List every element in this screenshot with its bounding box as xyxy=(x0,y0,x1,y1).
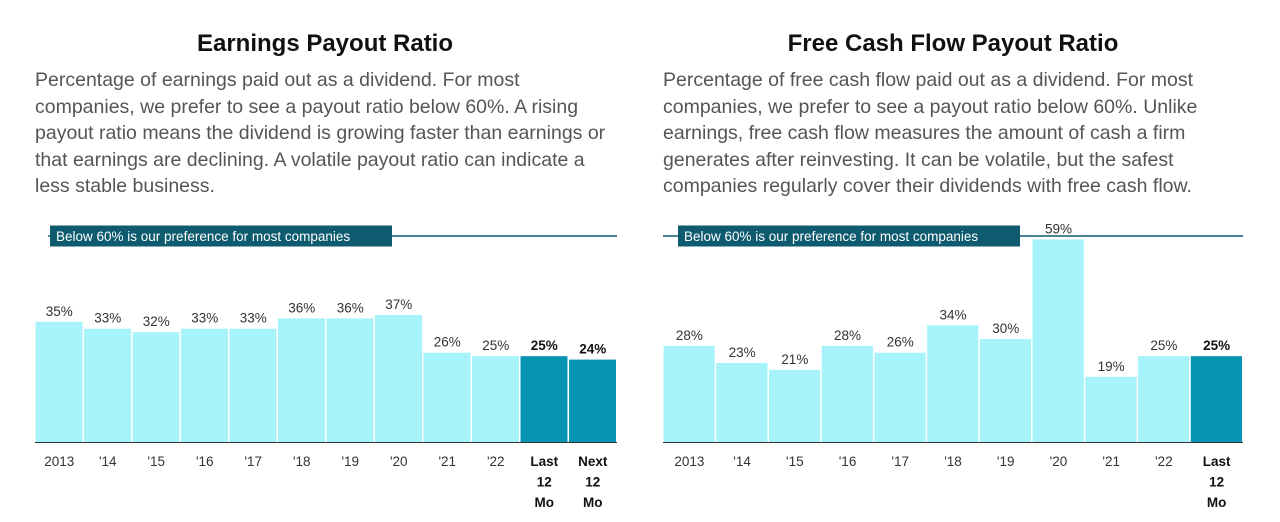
x-tick-label: 2013 xyxy=(674,454,704,469)
x-tick-label: '18 xyxy=(293,454,311,469)
value-label: 33% xyxy=(94,311,121,326)
value-label: 25% xyxy=(482,338,509,353)
value-label: 59% xyxy=(1045,221,1072,236)
x-tick-label: '21 xyxy=(438,454,456,469)
bar xyxy=(84,328,131,442)
x-tick-label: '15 xyxy=(786,454,804,469)
x-tick-label: 12 xyxy=(537,475,552,490)
x-tick-label: Last xyxy=(530,454,558,469)
bar xyxy=(1190,356,1242,442)
value-label: 24% xyxy=(579,342,606,357)
reference-label-box xyxy=(50,225,392,247)
x-tick-label: Mo xyxy=(583,495,603,510)
bar xyxy=(278,318,325,442)
value-label: 25% xyxy=(531,338,558,353)
value-label: 37% xyxy=(385,297,412,312)
x-tick-label: 12 xyxy=(1209,475,1224,490)
x-tick-label: '18 xyxy=(944,454,962,469)
reference-label: Below 60% is our preference for most com… xyxy=(684,229,978,244)
x-tick-label: Last xyxy=(1203,454,1231,469)
x-tick-label: '20 xyxy=(1050,454,1068,469)
x-tick-label: '17 xyxy=(891,454,909,469)
value-label: 26% xyxy=(887,335,914,350)
chart-title: Free Cash Flow Payout Ratio xyxy=(787,30,1119,57)
x-tick-label: '14 xyxy=(733,454,751,469)
value-label: 21% xyxy=(781,352,808,367)
bar xyxy=(716,363,768,442)
chart-description: Percentage of earnings paid out as a div… xyxy=(35,69,606,197)
value-label: 33% xyxy=(240,311,267,326)
x-tick-label: Mo xyxy=(535,495,555,510)
bar xyxy=(927,325,979,442)
bar xyxy=(181,328,228,442)
reference-label-box xyxy=(678,225,1020,247)
bar xyxy=(326,318,374,442)
x-tick-label: 2013 xyxy=(44,454,74,469)
value-label: 36% xyxy=(337,300,364,315)
bar xyxy=(663,345,715,442)
value-label: 23% xyxy=(729,345,756,360)
value-label: 35% xyxy=(46,304,73,319)
bar xyxy=(472,356,519,442)
chart-title: Earnings Payout Ratio xyxy=(196,30,454,57)
value-label: 34% xyxy=(939,307,966,322)
value-label: 26% xyxy=(434,335,461,350)
x-tick-label: '19 xyxy=(341,454,359,469)
x-tick-label: '21 xyxy=(1102,454,1120,469)
reference-label: Below 60% is our preference for most com… xyxy=(56,229,350,244)
bar xyxy=(1085,376,1137,442)
chart-description: Percentage of free cash flow paid out as… xyxy=(663,69,1198,197)
value-label: 25% xyxy=(1150,338,1177,353)
bar xyxy=(520,356,568,442)
x-tick-label: '22 xyxy=(1155,454,1173,469)
bar xyxy=(375,314,422,442)
bar xyxy=(132,332,180,442)
value-label: 28% xyxy=(676,328,703,343)
bar xyxy=(874,352,926,442)
bar xyxy=(979,339,1032,442)
bar xyxy=(821,345,873,442)
earnings-payout-chart: 35% 2013 33% '14 32% '15 33% '16 33% '17 36% '18 36%… xyxy=(35,225,617,510)
bar xyxy=(1138,356,1190,442)
x-tick-label: Next xyxy=(578,454,608,469)
bar xyxy=(35,321,83,442)
x-tick-label: '16 xyxy=(196,454,214,469)
bar xyxy=(423,352,471,442)
bar xyxy=(569,359,616,442)
bar xyxy=(229,328,277,442)
x-tick-label: 12 xyxy=(585,475,600,490)
fcf-payout-chart: 28% 2013 23% '14 21% '15 28% '16 26% '17 34% '18 30%… xyxy=(663,221,1243,510)
value-label: 28% xyxy=(834,328,861,343)
value-label: 33% xyxy=(191,311,218,326)
value-label: 36% xyxy=(288,300,315,315)
x-tick-label: '17 xyxy=(244,454,262,469)
value-label: 30% xyxy=(992,321,1019,336)
bar xyxy=(768,369,821,442)
x-tick-label: '15 xyxy=(147,454,165,469)
value-label: 25% xyxy=(1203,338,1230,353)
x-tick-label: '19 xyxy=(997,454,1015,469)
x-tick-label: '14 xyxy=(99,454,117,469)
x-tick-label: '20 xyxy=(390,454,408,469)
value-label: 32% xyxy=(143,314,170,329)
x-tick-label: '22 xyxy=(487,454,505,469)
x-tick-label: '16 xyxy=(839,454,857,469)
x-tick-label: Mo xyxy=(1207,495,1227,510)
bar xyxy=(1032,239,1084,442)
value-label: 19% xyxy=(1098,359,1125,374)
